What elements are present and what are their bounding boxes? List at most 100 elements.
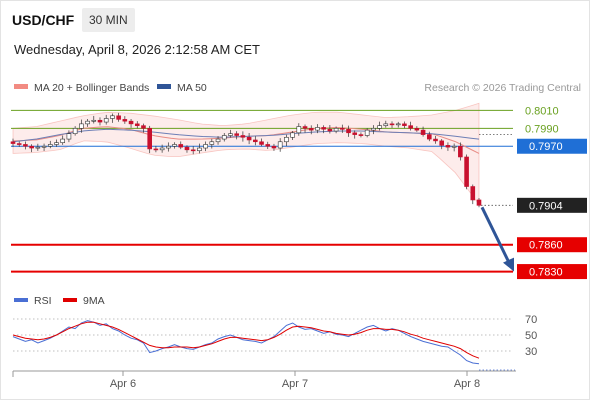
bollinger-band [12, 102, 480, 206]
candle [333, 126, 339, 134]
candle [79, 119, 84, 133]
candle [10, 138, 16, 147]
bollinger-legend-swatch [14, 84, 28, 89]
rsi-ma-line [12, 321, 480, 359]
candle [364, 128, 370, 138]
time-axis: Apr 6 Apr 7 Apr 8 [12, 370, 516, 390]
candle [389, 121, 395, 128]
candle [402, 121, 407, 129]
forecast-arrow [480, 206, 514, 272]
rsi-tick-label: 50 [525, 330, 537, 342]
candle [371, 125, 376, 135]
bollinger-legend-label: MA 20 + Bollinger Bands [34, 82, 149, 94]
candle [178, 141, 184, 150]
rsi-tick-label: 70 [525, 314, 537, 326]
candle [147, 125, 152, 154]
candle [116, 112, 121, 122]
rsi-line [12, 320, 480, 365]
candle [122, 116, 128, 124]
candle [209, 138, 215, 149]
candle [41, 143, 47, 152]
rsi-panel: 70 50 30 [12, 314, 537, 371]
level-tag-s2 [517, 264, 587, 280]
arrow-shaft [480, 206, 511, 264]
candle [445, 142, 451, 151]
candle [290, 131, 295, 141]
candle [253, 136, 258, 146]
level-value-s2: 0.7830 [529, 267, 563, 279]
candle [153, 145, 159, 153]
candle [277, 138, 283, 152]
candle [134, 121, 140, 129]
timeframe-button[interactable]: 30 MIN [82, 8, 135, 32]
candle [408, 121, 413, 131]
candle [54, 139, 59, 147]
candle [240, 131, 246, 142]
candle [464, 154, 469, 190]
candle [395, 121, 401, 128]
rsi-legend-label: RSI [34, 295, 52, 307]
candle [346, 125, 351, 137]
candle [321, 125, 326, 134]
ma50-legend-label: MA 50 [177, 82, 207, 94]
candle [228, 129, 233, 138]
candle [128, 118, 134, 128]
candle [29, 144, 34, 153]
candle [66, 130, 72, 143]
candle [203, 141, 208, 152]
candle [420, 126, 426, 137]
candle [35, 143, 41, 151]
level-labels: 0.8010 0.7990 0.7970 0.7860 0.7830 0.7904 [517, 105, 587, 280]
candle [476, 197, 482, 208]
candle [60, 135, 66, 145]
candle [358, 132, 364, 138]
candle [451, 143, 457, 152]
time-tick-label: Apr 8 [454, 378, 480, 390]
time-tick-label: Apr 7 [282, 378, 308, 390]
candle [439, 139, 445, 150]
last-price-value: 0.7904 [529, 200, 563, 212]
research-credit: Research © 2026 Trading Central [424, 82, 581, 94]
candle [246, 133, 252, 145]
level-tag-s1 [517, 237, 587, 253]
candle [271, 143, 277, 151]
level-tag-pivot [517, 138, 587, 154]
candle [103, 114, 109, 125]
price-levels [11, 109, 513, 273]
arrow-head [503, 257, 514, 272]
ma50-line [12, 128, 480, 143]
candle [141, 123, 146, 133]
candle [340, 124, 345, 133]
level-value-r2: 0.8010 [525, 105, 559, 117]
level-value-r1: 0.7990 [525, 123, 559, 135]
chart-datetime: Wednesday, April 8, 2026 2:12:58 AM CET [14, 42, 260, 57]
candle [97, 117, 103, 126]
candle [284, 134, 289, 147]
candle [215, 136, 221, 145]
candle [302, 124, 308, 133]
candle [72, 126, 78, 136]
candle [458, 142, 463, 161]
candle [234, 131, 239, 140]
candle [221, 132, 227, 142]
bollinger-band-area [12, 102, 480, 206]
candle [172, 142, 177, 149]
candle [296, 123, 302, 136]
candle [259, 138, 264, 147]
rsi-ma-legend-label: 9MA [83, 295, 105, 307]
rsi-legend-swatch [14, 298, 28, 302]
candle [110, 113, 115, 123]
candle [433, 136, 438, 144]
candle [16, 141, 22, 147]
candles [10, 112, 482, 208]
ma50-legend-swatch [157, 84, 171, 89]
candle [315, 124, 320, 134]
candle [327, 125, 333, 134]
candle [85, 119, 90, 127]
time-tick-label: Apr 6 [110, 378, 136, 390]
candle [159, 144, 165, 153]
candle [265, 141, 271, 149]
candle [352, 130, 358, 139]
candle [184, 145, 190, 153]
